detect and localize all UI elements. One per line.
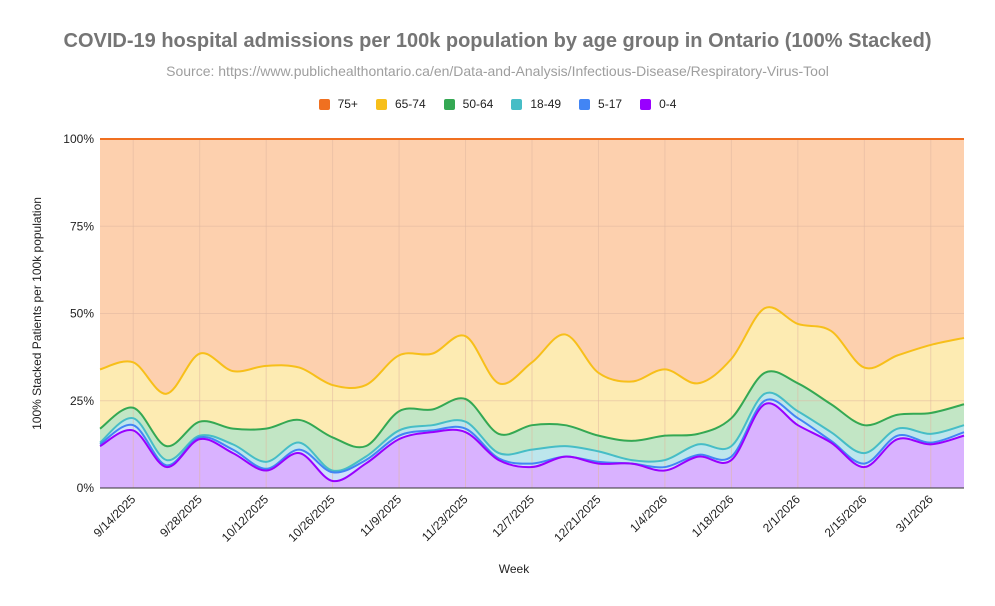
- legend-item-50-64[interactable]: 50-64: [443, 97, 494, 111]
- x-tick-label: 1/18/2026: [689, 492, 737, 540]
- y-tick-label: 100%: [63, 132, 94, 146]
- legend-label: 65-74: [394, 97, 426, 111]
- legend-swatch: [318, 98, 330, 110]
- y-tick-label: 75%: [70, 219, 94, 233]
- y-tick-label: 50%: [70, 307, 94, 321]
- legend-swatch: [511, 98, 523, 110]
- legend-swatch: [443, 98, 455, 110]
- y-tick-label: 0%: [77, 481, 95, 495]
- x-axis-title: Week: [499, 562, 530, 576]
- chart-legend: 75+ 65-74 50-64 18-49 5-17 0-4: [0, 97, 995, 111]
- legend-item-0-4[interactable]: 0-4: [640, 97, 676, 111]
- x-tick-label: 3/1/2026: [893, 492, 936, 535]
- series-line-0-4: [99, 402, 965, 483]
- y-axis-title: 100% Stacked Patients per 100k populatio…: [30, 197, 44, 430]
- legend-label: 18-49: [530, 97, 562, 111]
- legend-label: 75+: [337, 97, 358, 111]
- series-area-0-4: [100, 403, 964, 488]
- legend-swatch: [579, 98, 591, 110]
- series-line-65-74: [99, 306, 965, 395]
- y-tick-label: 25%: [70, 394, 94, 408]
- series-line-50-64: [99, 370, 965, 449]
- legend-label: 5-17: [598, 97, 623, 111]
- legend-swatch: [640, 98, 652, 110]
- legend-swatch: [375, 98, 387, 110]
- legend-label: 0-4: [659, 97, 677, 111]
- legend-item-65-74[interactable]: 65-74: [375, 97, 426, 111]
- x-tick-label: 12/7/2025: [489, 492, 537, 540]
- legend-label: 50-64: [462, 97, 494, 111]
- legend-item-75plus[interactable]: 75+: [318, 97, 358, 111]
- legend-item-5-17[interactable]: 5-17: [579, 97, 622, 111]
- x-tick-label: 2/15/2026: [822, 492, 870, 540]
- series-line-5-17: [99, 398, 965, 474]
- chart-title: COVID-19 hospital admissions per 100k po…: [63, 30, 932, 52]
- chart-subtitle: Source: https://www.publichealthontario.…: [166, 63, 829, 79]
- x-tick-label: 11/23/2025: [419, 492, 471, 544]
- x-tick-label: 11/9/2025: [357, 492, 404, 539]
- x-tick-label: 10/26/2025: [285, 492, 338, 545]
- x-tick-label: 10/12/2025: [219, 492, 272, 545]
- x-tick-label: 9/28/2025: [157, 492, 205, 540]
- x-tick-label: 12/21/2025: [551, 492, 604, 545]
- series-line-18-49: [99, 391, 965, 472]
- x-tick-label: 1/4/2026: [627, 492, 670, 535]
- x-tick-label: 2/1/2026: [760, 492, 803, 535]
- legend-item-18-49[interactable]: 18-49: [511, 97, 561, 111]
- x-tick-label: 9/14/2025: [91, 492, 139, 540]
